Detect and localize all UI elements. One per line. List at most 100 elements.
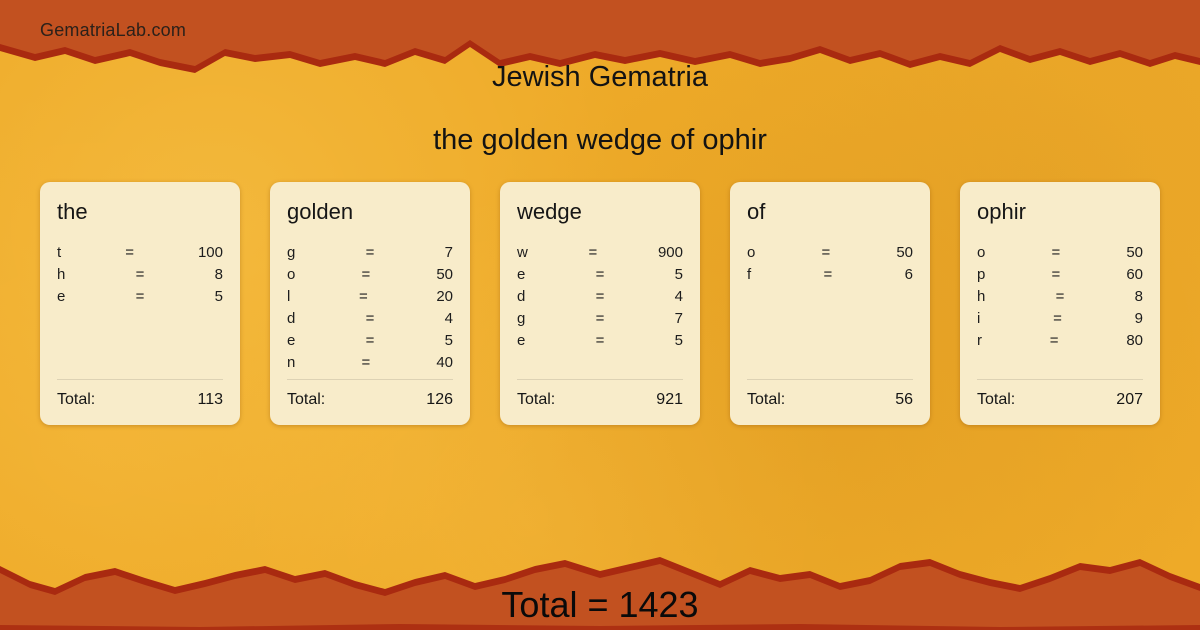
- card-total-value: 207: [1116, 391, 1143, 408]
- letter-row: e = 5: [517, 263, 683, 285]
- card-total-row: Total: 113: [57, 391, 223, 409]
- word-card: the t = 100 h = 8 e = 5 Total: 113: [40, 182, 240, 425]
- card-total-value: 56: [895, 391, 913, 408]
- letter-value-rows: w = 900 e = 5 d = 4 g = 7 e = 5: [517, 241, 683, 373]
- equals-sign: =: [821, 243, 831, 261]
- bottom-edge-strip: [0, 624, 1200, 630]
- equals-sign: =: [361, 265, 371, 283]
- site-brand: GematriaLab.com: [40, 20, 187, 40]
- letter-row: h = 8: [57, 263, 223, 285]
- letter-value: 4: [674, 287, 683, 305]
- letter-row: g = 7: [287, 241, 453, 263]
- letter-row: o = 50: [747, 241, 913, 263]
- letter: f: [747, 265, 752, 283]
- card-total-value: 921: [656, 391, 683, 408]
- equals-sign: =: [595, 331, 605, 349]
- equals-sign: =: [1053, 309, 1062, 327]
- letter-value: 7: [674, 309, 683, 327]
- letter-value: 4: [444, 309, 453, 327]
- equals-sign: =: [358, 287, 368, 305]
- letter: p: [977, 265, 986, 283]
- letter-value: 6: [904, 265, 913, 283]
- letter-value: 20: [436, 287, 453, 305]
- gematria-system-title: Jewish Gematria: [492, 61, 708, 93]
- grand-total-text: Total = 1423: [501, 584, 699, 625]
- letter-value: 50: [896, 243, 913, 261]
- letter-row: t = 100: [57, 241, 223, 263]
- letter-value: 50: [436, 265, 453, 283]
- card-total-label: Total:: [287, 391, 326, 408]
- card-divider: [57, 379, 223, 380]
- letter-value: 80: [1126, 331, 1143, 349]
- word-title: golden: [287, 199, 354, 224]
- equals-sign: =: [361, 353, 371, 371]
- card-total-label: Total:: [57, 391, 96, 408]
- letter: i: [977, 309, 981, 327]
- equals-sign: =: [1051, 243, 1061, 261]
- letter-value: 8: [1134, 287, 1143, 305]
- equals-sign: =: [365, 309, 375, 327]
- word-title: wedge: [517, 199, 582, 224]
- letter-row: i = 9: [977, 307, 1143, 329]
- letter-value: 5: [214, 287, 223, 305]
- top-torn-band: [0, 0, 1200, 73]
- equals-sign: =: [595, 287, 605, 305]
- letter: r: [977, 331, 982, 349]
- card-total-row: Total: 126: [287, 391, 453, 409]
- letter: g: [287, 243, 296, 261]
- letter: e: [517, 331, 526, 349]
- letter: o: [747, 243, 756, 261]
- letter-value: 60: [1126, 265, 1143, 283]
- equals-sign: =: [595, 309, 605, 327]
- card-total-label: Total:: [977, 391, 1016, 408]
- letter-row: e = 5: [57, 285, 223, 307]
- letter-value: 8: [214, 265, 223, 283]
- letter-row: l = 20: [287, 285, 453, 307]
- letter-value: 5: [444, 331, 453, 349]
- equals-sign: =: [365, 243, 375, 261]
- equals-sign: =: [823, 265, 833, 283]
- card-divider: [747, 379, 913, 380]
- card-total-label: Total:: [747, 391, 786, 408]
- letter: d: [287, 309, 296, 327]
- word-title: of: [747, 199, 766, 224]
- letter-row: o = 50: [287, 263, 453, 285]
- letter-row: o = 50: [977, 241, 1143, 263]
- letter-row: r = 80: [977, 329, 1143, 351]
- bottom-torn-band: [0, 557, 1200, 630]
- card-total-value: 126: [426, 391, 453, 408]
- letter-value: 100: [197, 243, 223, 261]
- equals-sign: =: [1051, 265, 1061, 283]
- letter-value: 40: [436, 353, 453, 371]
- card-divider: [287, 379, 453, 380]
- bottom-band-paper-shape: [0, 564, 1200, 630]
- letter: t: [57, 243, 62, 261]
- letter-value-rows: g = 7 o = 50 l = 20 d = 4 e = 5 n = 40: [287, 241, 453, 373]
- letter-row: w = 900: [517, 241, 683, 263]
- letter: e: [57, 287, 66, 305]
- letter: h: [57, 265, 66, 283]
- word-card: ophir o = 50 p = 60 h = 8 i = 9 r = 80 T…: [960, 182, 1160, 425]
- letter: h: [977, 287, 986, 305]
- letter: o: [287, 265, 296, 283]
- card-divider: [517, 379, 683, 380]
- letter: w: [517, 243, 528, 261]
- letter: g: [517, 309, 526, 327]
- equals-sign: =: [135, 287, 145, 305]
- equals-sign: =: [135, 265, 145, 283]
- letter-value-rows: t = 100 h = 8 e = 5: [57, 241, 223, 373]
- word-title: the: [57, 199, 88, 224]
- letter-value: 7: [444, 243, 453, 261]
- letter-row: d = 4: [287, 307, 453, 329]
- letter-row: g = 7: [517, 307, 683, 329]
- card-total-row: Total: 207: [977, 391, 1143, 409]
- equals-sign: =: [1049, 331, 1059, 349]
- word-cards-row: the t = 100 h = 8 e = 5 Total: 113 golde…: [40, 182, 1160, 425]
- equals-sign: =: [595, 265, 605, 283]
- letter: d: [517, 287, 526, 305]
- letter-row: d = 4: [517, 285, 683, 307]
- letter-row: e = 5: [287, 329, 453, 351]
- word-card: of o = 50 f = 6 Total: 56: [730, 182, 930, 425]
- letter-value: 50: [1126, 243, 1143, 261]
